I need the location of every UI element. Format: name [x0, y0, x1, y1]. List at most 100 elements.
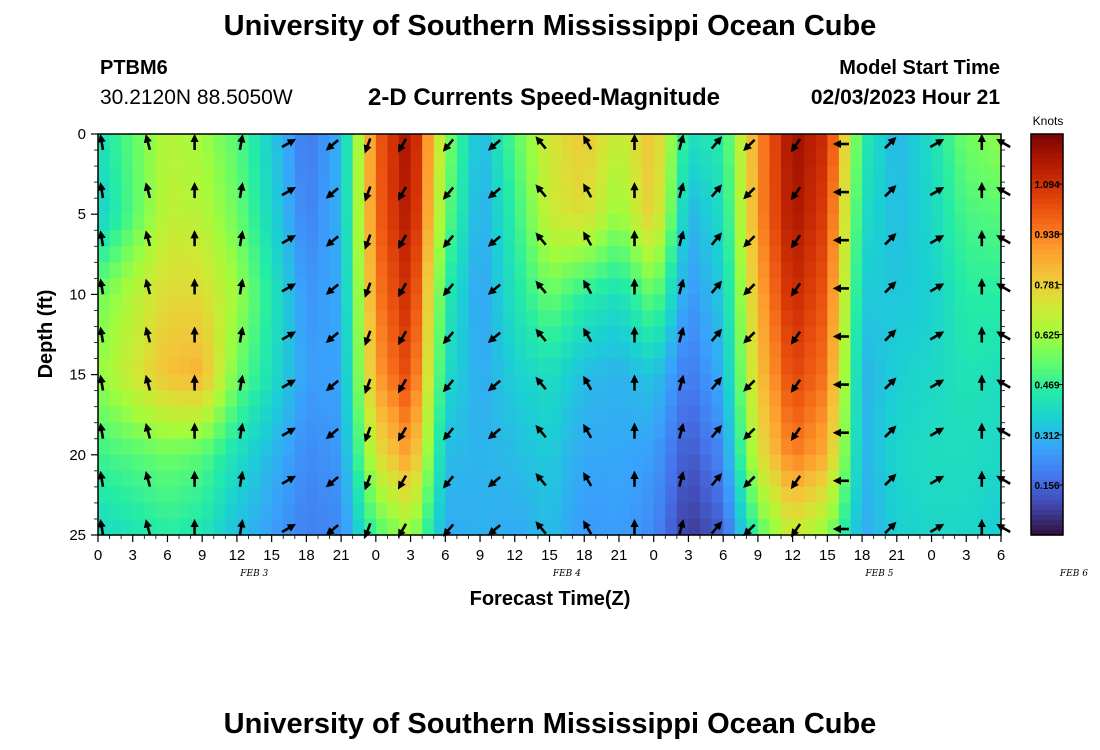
- heatmap-cell: [700, 326, 713, 344]
- heatmap-cell: [792, 262, 805, 279]
- heatmap-cell: [607, 294, 620, 312]
- heatmap-cell: [491, 342, 504, 360]
- colorbar-swatch: [1031, 149, 1063, 155]
- heatmap-cell: [294, 230, 307, 247]
- heatmap-cell: [179, 230, 192, 247]
- heatmap-cell: [121, 134, 134, 151]
- heatmap-cell: [433, 470, 446, 488]
- heatmap-cell: [352, 502, 365, 520]
- heatmap-cell: [260, 262, 273, 279]
- heatmap-cell: [977, 390, 991, 408]
- heatmap-cell: [271, 246, 284, 263]
- heatmap-cell: [827, 358, 840, 376]
- colorbar-swatch: [1031, 489, 1063, 496]
- heatmap-cell: [908, 166, 921, 183]
- heatmap-cell: [306, 198, 319, 215]
- heatmap-cell: [341, 390, 354, 408]
- heatmap-cell: [723, 150, 736, 167]
- heatmap-cell: [896, 470, 909, 488]
- heatmap-cell: [503, 166, 516, 183]
- heatmap-cell: [723, 502, 736, 520]
- heatmap-cell: [838, 422, 852, 440]
- heatmap-cell: [896, 134, 909, 151]
- heatmap-cell: [827, 150, 840, 167]
- heatmap-cell: [549, 230, 562, 247]
- heatmap-cell: [190, 422, 203, 440]
- heatmap-cell: [387, 198, 400, 215]
- heatmap-cell: [456, 198, 470, 215]
- heatmap-cell: [271, 486, 284, 504]
- heatmap-cell: [190, 470, 203, 488]
- current-vector-arrow: [535, 328, 547, 342]
- heatmap-cell: [711, 262, 724, 279]
- heatmap-cell: [838, 134, 852, 151]
- heatmap-cell: [815, 262, 828, 279]
- current-vector-arrow: [487, 427, 502, 440]
- heatmap-cell: [618, 198, 632, 215]
- heatmap-cell: [468, 166, 481, 183]
- heatmap-cell: [236, 294, 250, 312]
- heatmap-cell: [98, 278, 111, 295]
- heatmap-cell: [329, 486, 342, 504]
- heatmap-cell: [283, 310, 296, 328]
- heatmap-cell: [769, 438, 782, 456]
- heatmap-cell: [179, 198, 192, 215]
- current-vector-arrow: [743, 427, 756, 440]
- heatmap-cell: [329, 214, 342, 231]
- heatmap-cell: [445, 294, 458, 312]
- heatmap-cell: [236, 198, 250, 215]
- heatmap-cell: [306, 358, 319, 376]
- current-vector-arrow: [363, 474, 372, 491]
- heatmap-cell: [491, 406, 504, 424]
- current-vector-arrow: [677, 230, 686, 247]
- current-vector-arrow: [743, 235, 756, 248]
- heatmap-cell: [688, 166, 701, 183]
- heatmap-cell: [838, 198, 852, 215]
- heatmap-cell: [491, 310, 504, 328]
- heatmap-cell: [179, 342, 192, 360]
- heatmap-cell: [294, 326, 307, 344]
- heatmap-cell: [676, 150, 690, 167]
- heatmap-cell: [480, 422, 493, 440]
- heatmap-cell: [688, 134, 701, 151]
- heatmap-cell: [445, 454, 458, 472]
- heatmap-cell: [387, 518, 400, 536]
- heatmap-cell: [561, 166, 574, 183]
- heatmap-cell: [294, 374, 307, 392]
- heatmap-cell: [121, 518, 134, 536]
- heatmap-cell: [329, 246, 342, 263]
- heatmap-cell: [526, 374, 539, 392]
- current-vector-arrow: [397, 282, 408, 298]
- heatmap-cell: [595, 150, 608, 167]
- heatmap-cell: [734, 502, 747, 520]
- heatmap-cell: [306, 310, 319, 328]
- heatmap-cell: [862, 502, 875, 520]
- heatmap-cell: [595, 198, 608, 215]
- station-coordinates: 30.2120N 88.5050W: [100, 86, 293, 109]
- current-vector-arrow: [535, 521, 547, 535]
- heatmap-cell: [584, 390, 597, 408]
- heatmap-cell: [873, 342, 886, 360]
- heatmap-cell: [98, 326, 111, 344]
- heatmap-cell: [179, 454, 192, 472]
- heatmap-cell: [480, 150, 493, 167]
- heatmap-cell: [781, 198, 794, 215]
- colorbar-tick-label: 0.938: [1034, 230, 1059, 241]
- heatmap-cell: [711, 454, 724, 472]
- heatmap-cell: [514, 470, 527, 488]
- heatmap-cell: [711, 342, 724, 360]
- colorbar-swatch: [1031, 304, 1063, 311]
- heatmap-cell: [931, 454, 944, 472]
- heatmap-cell: [757, 214, 771, 231]
- heatmap-cell: [919, 374, 933, 392]
- heatmap-cell: [665, 502, 678, 520]
- heatmap-cell: [873, 182, 886, 199]
- heatmap-cell: [225, 198, 238, 215]
- current-vector-arrow: [929, 331, 945, 341]
- heatmap-cell: [190, 150, 203, 167]
- heatmap-cell: [155, 182, 169, 199]
- colorbar-swatch: [1031, 259, 1063, 265]
- heatmap-cell: [561, 326, 574, 344]
- heatmap-cell: [190, 518, 203, 536]
- heatmap-cell: [850, 518, 863, 536]
